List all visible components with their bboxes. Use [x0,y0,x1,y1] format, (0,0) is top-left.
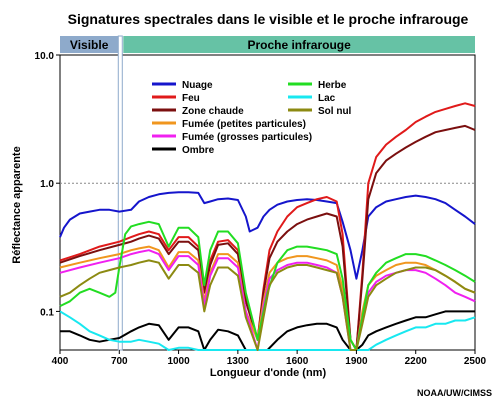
series-line [59,310,476,351]
legend-entry: Nuage [182,80,213,91]
legend-entry: Sol nul [318,106,352,117]
x-tick-label: 2200 [405,356,428,367]
series-line [59,245,476,351]
series-line [60,310,475,351]
spectral-band-header: Visible Proche infrarouge [60,36,476,53]
series-line [59,102,476,351]
series-line [59,124,476,351]
x-tick-label: 2500 [464,356,487,367]
legend-entry: Fumée (petites particules) [182,119,306,130]
legend-entry: Fumée (grosses particules) [182,132,312,143]
visible-nir-separator [117,35,123,351]
y-axis-label: Réflectance apparente [11,146,23,263]
chart-title: Signatures spectrales dans le visible et… [68,11,469,27]
x-tick-label: 1300 [227,356,250,367]
x-tick-label: 700 [111,356,128,367]
band-strip [60,36,119,53]
x-tick-label: 1900 [345,356,368,367]
band-label: Proche infrarouge [247,38,351,52]
series-line [59,259,476,351]
series-line [59,191,476,280]
y-tick-label: 1.0 [40,179,54,190]
axes: 400 700 1000 1300 1600 1900 2200 2500 0.1 1.0 10.0 [35,51,487,367]
band-strip [123,36,476,53]
band-label: Visible [70,38,109,52]
x-tick-label: 400 [52,356,69,367]
legend-entry: Zone chaude [182,106,244,117]
x-tick-label: 1600 [286,356,309,367]
y-tick-label: 10.0 [35,51,55,62]
credit-text: NOAA/UW/CIMSS [417,388,492,398]
legend-entry: Feu [182,93,200,104]
plot-area [59,35,476,351]
legend-entry: Ombre [182,145,215,156]
x-axis-label: Longueur d'onde (nm) [210,367,327,379]
series-lines [59,102,476,351]
y-tick-label: 0.1 [40,307,54,318]
series-line [59,220,476,351]
x-tick-label: 1000 [167,356,190,367]
legend-entry: Lac [318,93,336,104]
legend-entry: Herbe [318,80,347,91]
legend: Nuage Feu Zone chaude Fumée (petites partic… [152,80,352,156]
